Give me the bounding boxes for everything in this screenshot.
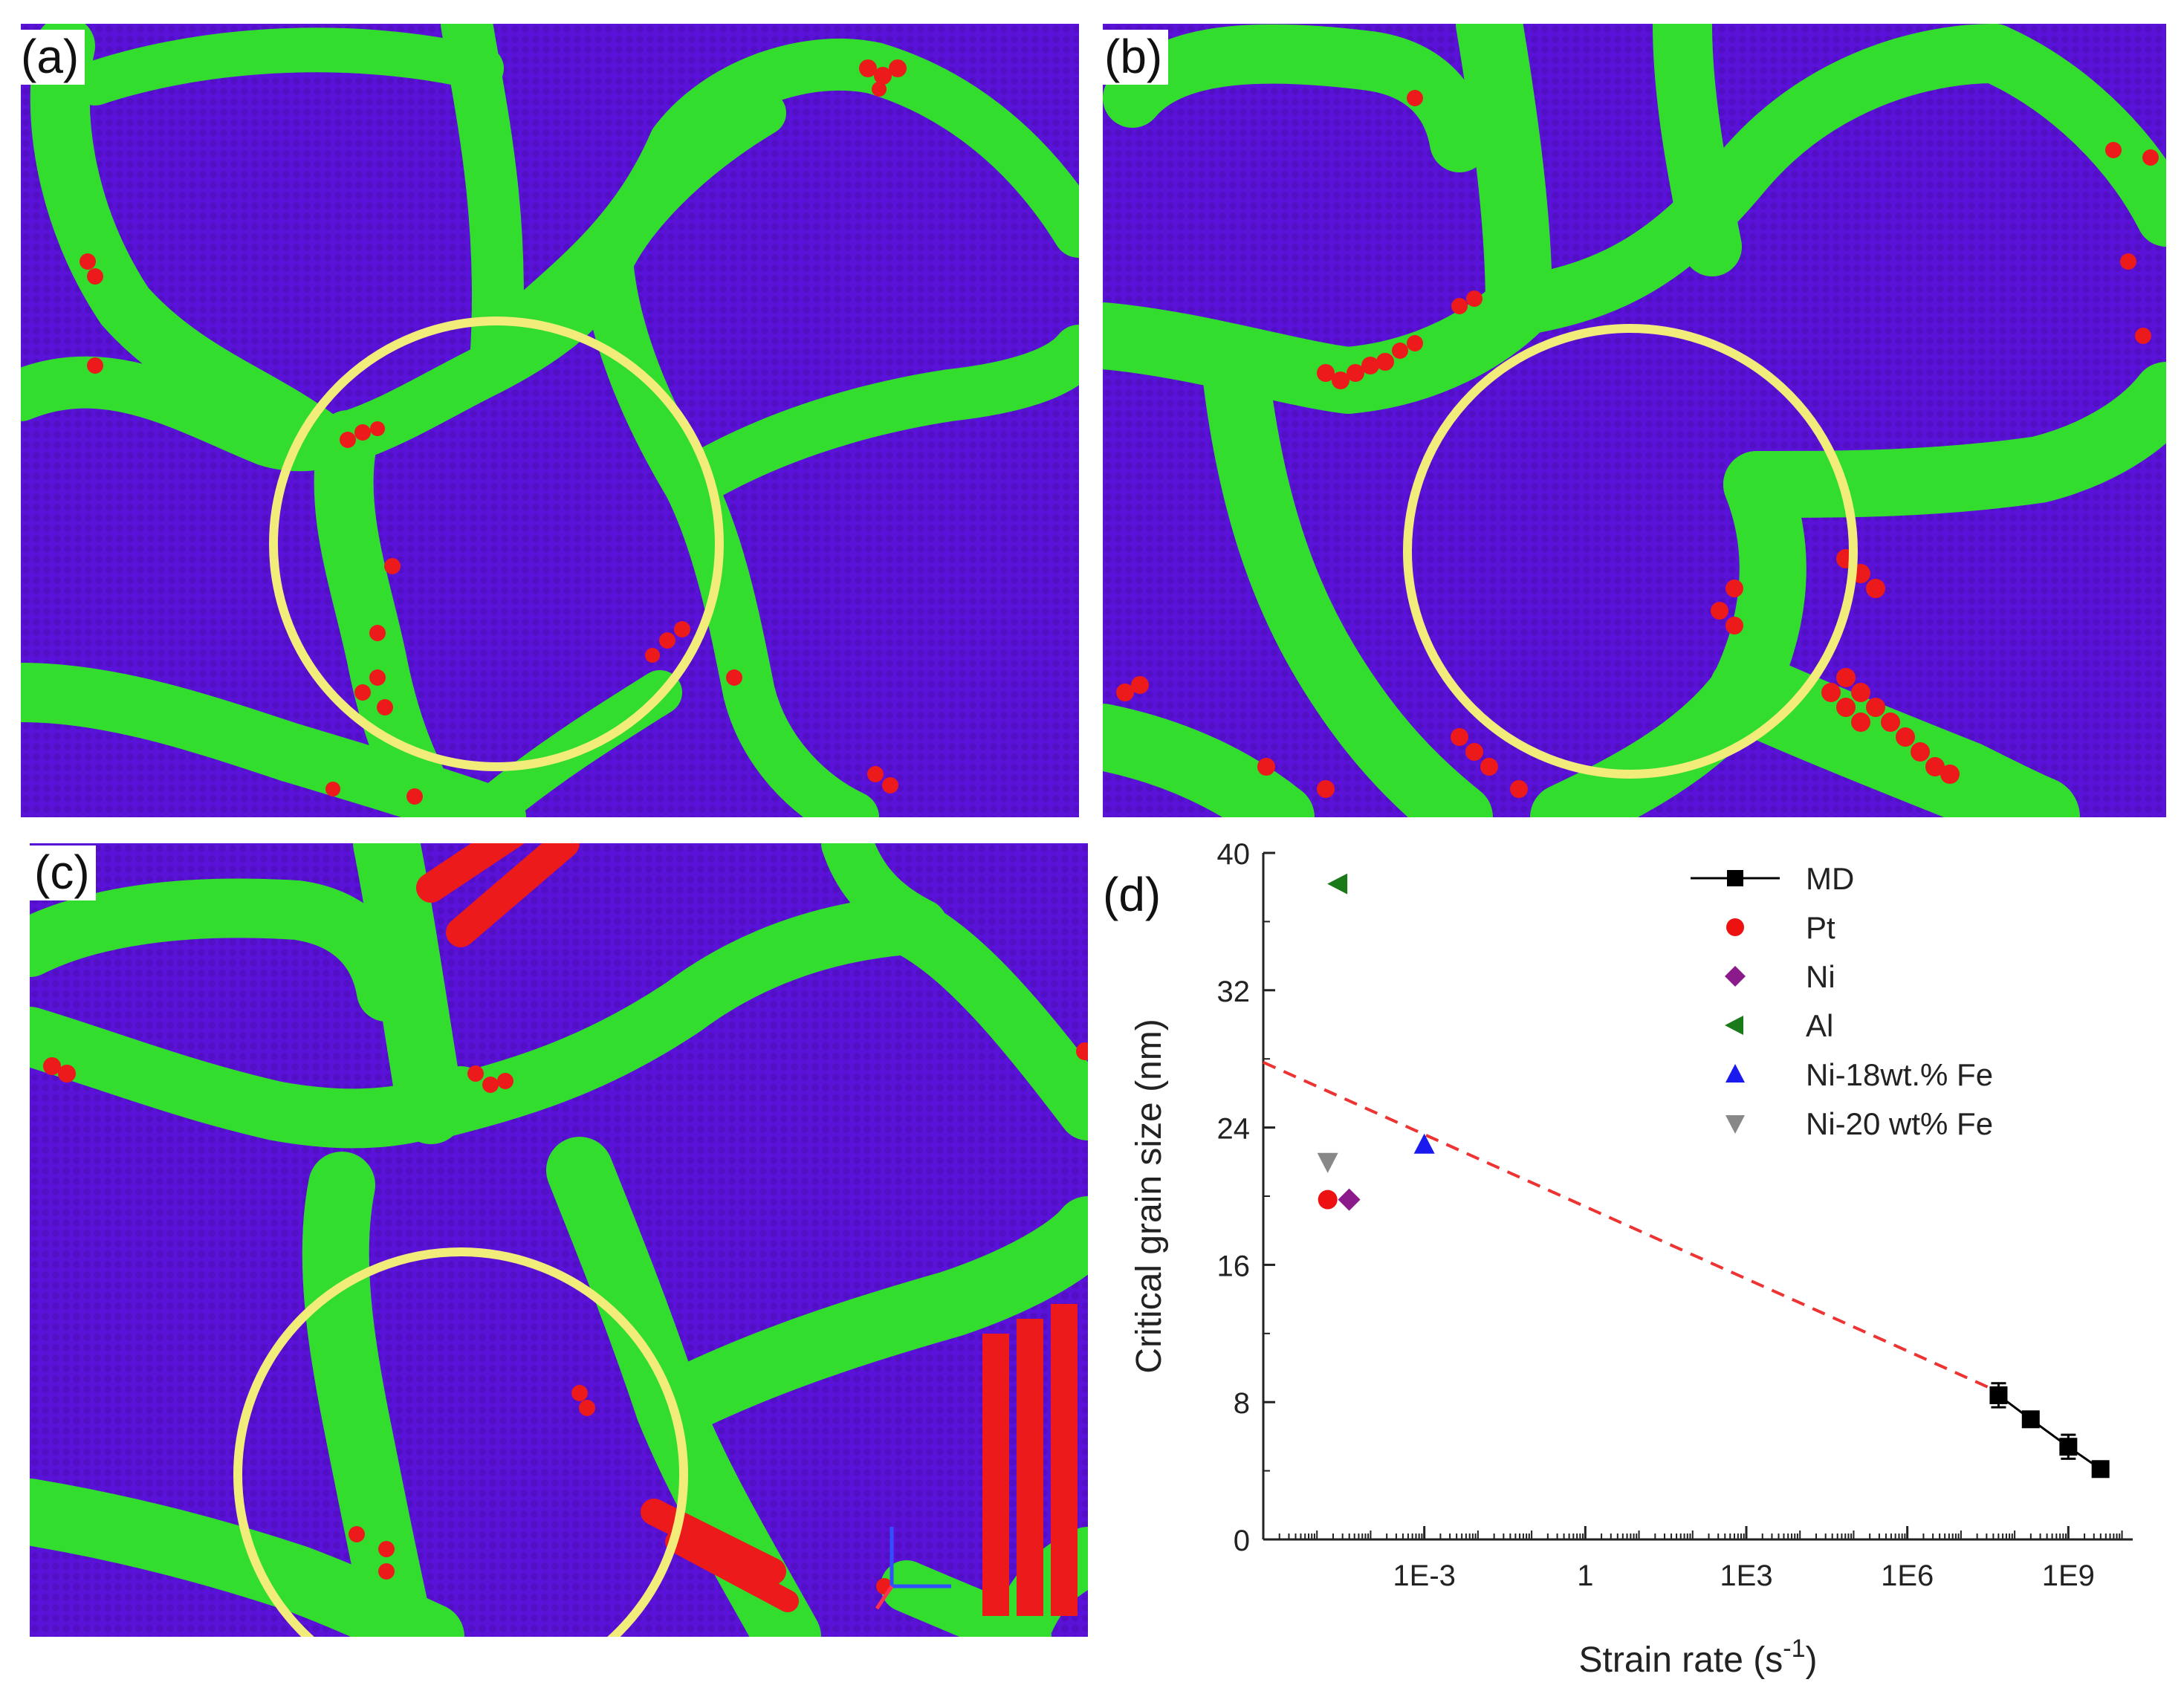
x-tick-label: 1E6: [1881, 1559, 1934, 1592]
panel-c: [30, 843, 1088, 1637]
legend-marker-al: [1725, 1016, 1743, 1035]
y-ticks: 0 8 16 24 32 40: [1217, 838, 1275, 1557]
highlight-circle: [269, 317, 724, 771]
legend-marker-ni-18wt-fe: [1726, 1064, 1745, 1083]
x-tick-label: 1E9: [2042, 1559, 2095, 1592]
point-md: [2059, 1438, 2078, 1456]
panel-label-c: (c): [30, 846, 96, 900]
legend-label-md: MD: [1806, 861, 1854, 896]
axis-triad-icon: [875, 1527, 951, 1610]
point-ni-18wt-fe: [1413, 1133, 1435, 1154]
grain-matrix: [1103, 24, 2166, 817]
grain-boundaries: [1103, 24, 2166, 817]
x-tick-label: 1: [1577, 1559, 1593, 1592]
highlight-circle: [233, 1247, 688, 1637]
x-axis-label: Strain rate (s-1): [1579, 1635, 1818, 1680]
y-axis-label: Critical grain size (nm): [1130, 1019, 1169, 1373]
legend-label-ni-18wt-fe: Ni-18wt.% Fe: [1806, 1057, 1993, 1092]
point-pt: [1318, 1189, 1338, 1210]
y-tick-label: 0: [1234, 1525, 1250, 1557]
panel-a: [21, 24, 1079, 817]
fit-line: [1263, 1060, 2000, 1394]
x-axis-label-main: Strain rate (s: [1579, 1640, 1783, 1680]
panel-label-d: (d): [1098, 868, 1167, 923]
legend-marker-ni-20-wt-fe: [1726, 1115, 1745, 1134]
point-md: [1989, 1386, 2008, 1404]
y-tick-label: 40: [1217, 838, 1251, 871]
point-ni-20-wt-fe: [1317, 1152, 1338, 1173]
legend: MD Pt Ni Al Ni-18wt.% Fe Ni-20 wt% Fe: [1691, 861, 1993, 1141]
legend-marker-pt: [1726, 918, 1744, 936]
panel-label-b: (b): [1100, 30, 1169, 85]
legend-label-ni: Ni: [1806, 959, 1835, 994]
highlight-circle: [1403, 324, 1858, 779]
x-axis-label-end: ): [1806, 1640, 1818, 1680]
x-tick-label: 1E3: [1720, 1559, 1772, 1592]
stacking-fault-atoms: [1116, 90, 2159, 798]
y-tick-label: 32: [1217, 976, 1251, 1008]
panel-label-a: (a): [16, 30, 85, 85]
grain-boundaries: [21, 24, 1079, 817]
y-tick-label: 8: [1234, 1387, 1250, 1420]
axes: [1262, 853, 2133, 1541]
legend-label-ni-20-wt-fe: Ni-20 wt% Fe: [1806, 1106, 1993, 1141]
stacking-fault-atoms: [43, 843, 1088, 1616]
y-tick-label: 24: [1217, 1113, 1251, 1146]
x-axis-label-sup: -1: [1783, 1635, 1805, 1663]
legend-marker-md: [1727, 870, 1743, 886]
legend-label-al: Al: [1806, 1008, 1833, 1043]
point-md: [2021, 1410, 2040, 1429]
grain-matrix: [30, 843, 1088, 1637]
legend-marker-ni: [1725, 966, 1746, 987]
point-al: [1327, 873, 1348, 895]
x-tick-label: 1E-3: [1393, 1559, 1456, 1592]
stacking-fault-atoms: [80, 59, 907, 805]
y-tick-label: 16: [1217, 1250, 1251, 1282]
point-ni: [1338, 1188, 1361, 1211]
point-md: [2091, 1460, 2110, 1479]
data-points: [1317, 873, 2110, 1479]
grain-boundaries: [30, 843, 1088, 1637]
md-series-line: [1997, 1394, 2102, 1470]
x-minor-ticks: [1263, 1531, 2123, 1539]
panel-b: [1103, 24, 2166, 817]
critical-grain-size-chart: 0 8 16 24 32 40 1E-3 1 1E3 1E6 1E9 Critical grain…: [1092, 832, 2184, 1687]
legend-label-pt: Pt: [1806, 910, 1835, 945]
